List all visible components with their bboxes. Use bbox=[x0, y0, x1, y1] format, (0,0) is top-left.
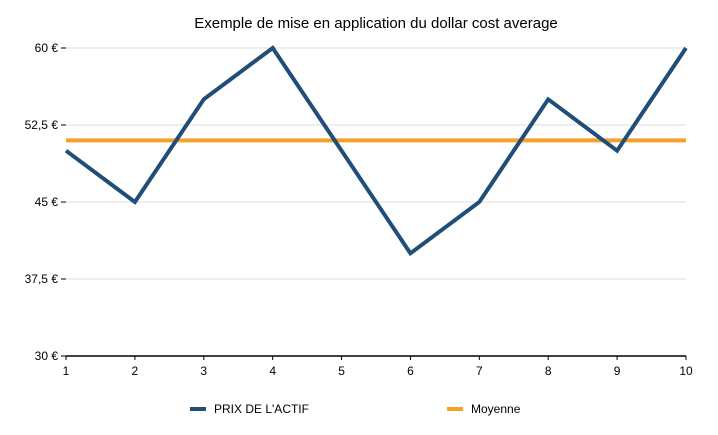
legend: PRIX DE L'ACTIF Moyenne bbox=[190, 402, 521, 416]
y-tick-label: 52,5 € bbox=[25, 118, 59, 132]
legend-label: Moyenne bbox=[471, 402, 521, 416]
x-axis-ticks: 1 2 3 4 5 6 7 8 9 10 bbox=[63, 356, 693, 378]
y-axis-ticks: 30 € 37,5 € 45 € 52,5 € 60 € bbox=[25, 41, 66, 363]
legend-label: PRIX DE L'ACTIF bbox=[214, 402, 309, 416]
y-tick-label: 37,5 € bbox=[25, 272, 59, 286]
x-tick-label: 1 bbox=[63, 364, 70, 378]
series-lines bbox=[64, 45, 688, 257]
x-tick-label: 4 bbox=[269, 364, 276, 378]
x-tick-label: 9 bbox=[614, 364, 621, 378]
gridlines bbox=[66, 47, 686, 280]
x-tick-label: 6 bbox=[407, 364, 414, 378]
x-tick-label: 5 bbox=[338, 364, 345, 378]
y-tick-label: 60 € bbox=[35, 41, 59, 55]
x-tick-label: 3 bbox=[200, 364, 207, 378]
series-line-prix-actif bbox=[64, 45, 688, 257]
chart-title: Exemple de mise en application du dollar… bbox=[194, 15, 558, 32]
x-tick-label: 7 bbox=[476, 364, 483, 378]
y-tick-label: 45 € bbox=[35, 195, 59, 209]
x-tick-label: 8 bbox=[545, 364, 552, 378]
x-tick-label: 10 bbox=[679, 364, 693, 378]
x-tick-label: 2 bbox=[132, 364, 139, 378]
y-tick-label: 30 € bbox=[35, 349, 59, 363]
